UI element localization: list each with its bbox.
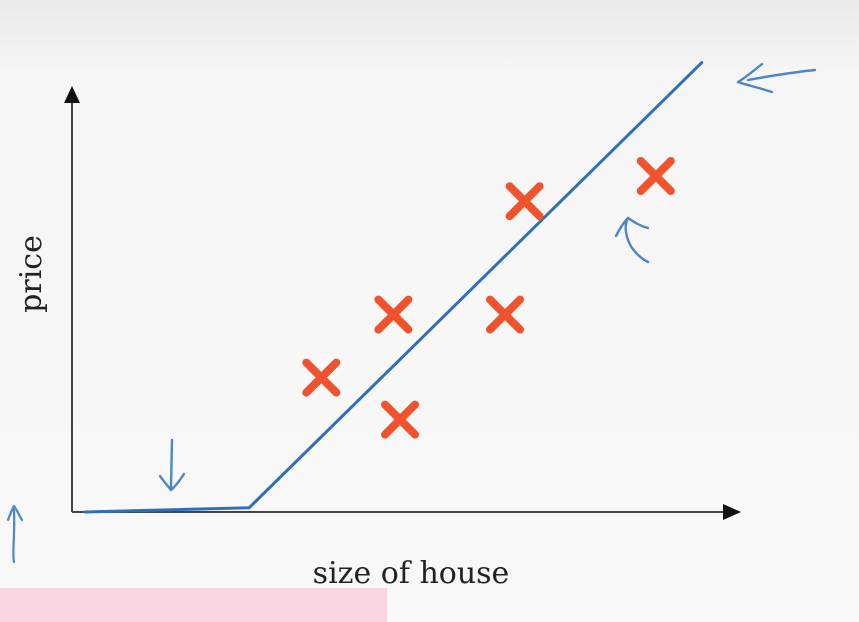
data-point-x-marker [636, 157, 675, 195]
arrow-down-icon [158, 438, 186, 492]
arrow-left-icon [736, 62, 817, 94]
data-point-x-marker [486, 295, 524, 334]
x-axis-label: size of house [313, 556, 510, 591]
y-axis-label: price [14, 235, 49, 313]
data-point-x-marker [374, 295, 413, 334]
data-point-x-marker [505, 182, 544, 221]
data-point-x-marker [381, 400, 419, 439]
y-axis-arrowhead [64, 86, 80, 103]
data-point-x-marker [302, 358, 341, 397]
pink-overlay-bar [0, 588, 387, 622]
fit-line-layer [83, 61, 704, 514]
data-points-layer [302, 157, 675, 439]
arrow-up-curved-icon [614, 216, 650, 264]
arrow-up-small-icon [6, 504, 24, 564]
x-axis-arrowhead [723, 504, 741, 520]
fit-line [83, 61, 704, 514]
